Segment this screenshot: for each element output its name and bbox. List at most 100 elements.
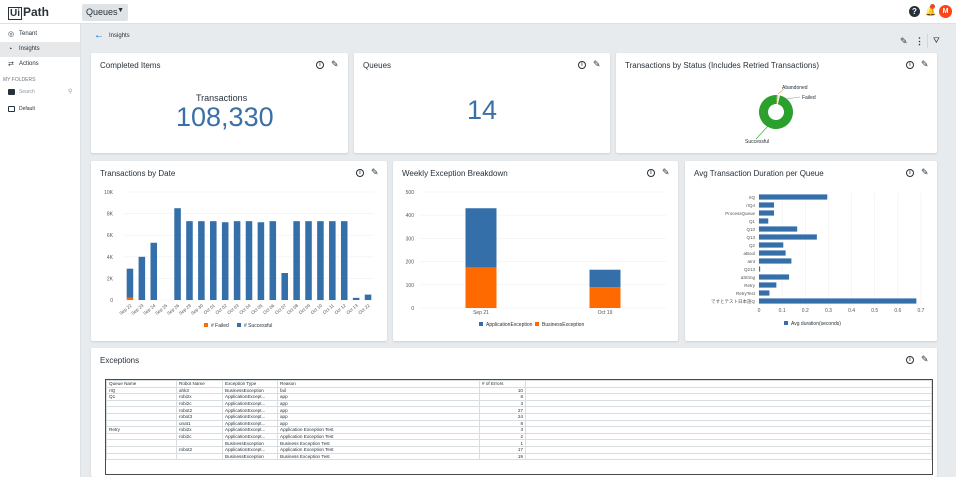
column-header-spacer bbox=[525, 380, 932, 388]
table-row[interactable]: BusinessException Business Exception Test… bbox=[106, 439, 932, 447]
table-cell: robi2x bbox=[176, 426, 223, 434]
edit-icon[interactable]: ✎ bbox=[921, 354, 929, 364]
table-row[interactable]: robot2 ApplicationExcept... app 27 bbox=[106, 406, 932, 414]
x-tick-label: Oct 06 bbox=[262, 303, 276, 316]
edit-icon[interactable]: ✎ bbox=[331, 59, 339, 69]
edit-icon[interactable]: ✎ bbox=[593, 59, 601, 69]
sidebar-item-actions[interactable]: ⇄ Actions bbox=[8, 61, 39, 68]
column-header[interactable]: Queue Name bbox=[106, 380, 177, 388]
notification-badge bbox=[930, 4, 935, 9]
avatar[interactable]: M bbox=[939, 5, 952, 18]
legend-swatch bbox=[784, 321, 788, 325]
uipath-logo[interactable]: Ui Path bbox=[8, 5, 50, 20]
info-icon[interactable]: i bbox=[906, 356, 914, 364]
top-bar: Ui Path Queues ▼ ? 🔔 M bbox=[0, 0, 956, 24]
info-icon[interactable]: i bbox=[316, 61, 324, 69]
table-cell: Application Exception Test bbox=[277, 426, 480, 434]
y-tick-label: 4K bbox=[107, 255, 114, 261]
y-tick-label: 0 bbox=[110, 298, 113, 304]
sidebar-item-tenant[interactable]: ◎ Tenant bbox=[8, 31, 38, 38]
column-header[interactable]: Exception Type bbox=[222, 380, 278, 388]
bar-avg-duration bbox=[759, 234, 817, 240]
folder-default[interactable]: Default bbox=[0, 102, 80, 116]
table-cell: robot3 bbox=[176, 412, 223, 421]
x-tick-label: Oct 22 bbox=[357, 303, 371, 316]
y-tick-label: 0 bbox=[411, 306, 414, 312]
table-row[interactable]: rIQ ahk3 BusinessException fail 10 bbox=[106, 386, 932, 395]
filter-icon[interactable]: ⛛ bbox=[933, 36, 940, 45]
info-icon[interactable]: i bbox=[906, 61, 914, 69]
table-cell: Business Exception Test bbox=[277, 452, 480, 461]
edit-icon[interactable]: ✎ bbox=[371, 167, 379, 177]
more-options-icon[interactable]: ⋮ bbox=[915, 36, 924, 46]
table-cell: ApplicationExcept... bbox=[222, 412, 278, 421]
edit-icon[interactable]: ✎ bbox=[921, 167, 929, 177]
weekly-exception-chart: 0 100 200 300 400 500 Sep 21 Oct 19 ApplicationE… bbox=[406, 190, 666, 328]
legend-label: # Successful bbox=[244, 323, 272, 329]
info-icon[interactable]: i bbox=[356, 169, 364, 177]
x-tick-label: Oct 10 bbox=[310, 303, 324, 316]
table-row[interactable]: BusinessException Business Exception Test… bbox=[106, 452, 932, 461]
table-cell: 10 bbox=[479, 386, 526, 395]
bar-avg-duration bbox=[759, 282, 777, 288]
table-cell: ahk3 bbox=[176, 386, 223, 395]
service-selector[interactable]: Queues ▼ bbox=[82, 4, 128, 21]
donut-label-failed: Failed bbox=[802, 95, 816, 101]
table-row[interactable]: robi2c ApplicationExcept... app 3 bbox=[106, 399, 932, 408]
edit-icon[interactable]: ✎ bbox=[662, 167, 670, 177]
edit-dashboard-icon[interactable]: ✎ bbox=[900, 36, 908, 46]
table-row[interactable]: unat1 ApplicationExcept... app 8 bbox=[106, 419, 932, 428]
status-donut-chart: Abandoned Failed Successful bbox=[745, 85, 816, 145]
transactions-by-status-card: Transactions by Status (Includes Retried… bbox=[616, 53, 937, 153]
chevron-down-icon: ▼ bbox=[117, 7, 124, 14]
table-row[interactable]: robi2c ApplicationExcept... Application Ex… bbox=[106, 432, 932, 441]
table-cell bbox=[525, 412, 932, 421]
column-header[interactable]: Reason bbox=[277, 380, 480, 388]
donut-label-successful: Successful bbox=[745, 139, 769, 145]
column-header[interactable]: Robot Name bbox=[176, 380, 223, 388]
bar-avg-duration bbox=[759, 242, 784, 248]
x-tick-label: 0.4 bbox=[848, 308, 855, 314]
sidebar-item-insights[interactable]: ◔ Insights bbox=[0, 42, 80, 57]
y-tick-label: 8K bbox=[107, 212, 114, 218]
bar-businessexception bbox=[589, 287, 621, 308]
legend-swatch bbox=[237, 323, 241, 327]
legend-label: # Failed bbox=[211, 323, 229, 329]
bell-icon[interactable]: 🔔 bbox=[925, 6, 937, 16]
bar-avg-duration bbox=[759, 290, 770, 296]
bar-successful bbox=[221, 222, 229, 300]
table-cell: BusinessException bbox=[222, 386, 278, 395]
x-tick-label: Oct 03 bbox=[226, 303, 240, 316]
info-icon[interactable]: i bbox=[647, 169, 655, 177]
table-row[interactable]: robot3 ApplicationExcept... app 24 bbox=[106, 412, 932, 421]
bar-successful bbox=[138, 256, 146, 300]
table-cell bbox=[106, 399, 177, 408]
table-row[interactable]: Retry robi2x ApplicationExcept... Applicati… bbox=[106, 426, 932, 434]
y-tick-label: Q2 bbox=[749, 243, 756, 248]
folder-search[interactable]: Search ⚲ bbox=[0, 85, 80, 99]
card-title: Transactions by Status (Includes Retried… bbox=[625, 61, 820, 70]
table-cell bbox=[525, 426, 932, 434]
table-cell: 8 bbox=[479, 393, 526, 401]
help-icon[interactable]: ? bbox=[909, 6, 920, 17]
x-tick-label: Sep 21 bbox=[473, 310, 489, 316]
table-cell: 3 bbox=[479, 399, 526, 408]
exceptions-table: Queue Name Robot Name Exception Type Reason… bbox=[105, 379, 933, 475]
edit-icon[interactable]: ✎ bbox=[921, 59, 929, 69]
donut-label-abandoned: Abandoned bbox=[782, 85, 808, 91]
table-cell: robot2 bbox=[176, 445, 223, 454]
table-cell bbox=[525, 439, 932, 447]
info-icon[interactable]: i bbox=[578, 61, 586, 69]
table-cell: robi2c bbox=[176, 432, 223, 441]
table-cell: 2 bbox=[479, 432, 526, 441]
table-cell bbox=[525, 393, 932, 401]
back-arrow-icon[interactable]: ← bbox=[94, 30, 104, 41]
info-icon[interactable]: i bbox=[906, 169, 914, 177]
table-row[interactable]: robot2 ApplicationExcept... Application Ex… bbox=[106, 445, 932, 454]
bar-avg-duration bbox=[759, 250, 786, 256]
bar-successful bbox=[245, 221, 253, 300]
table-row[interactable]: Q1 robi2x ApplicationExcept... app 8 bbox=[106, 393, 932, 401]
y-tick-label: aBool bbox=[743, 251, 755, 256]
y-tick-label: aString bbox=[741, 275, 756, 280]
column-header[interactable]: # of Errors bbox=[479, 380, 526, 388]
